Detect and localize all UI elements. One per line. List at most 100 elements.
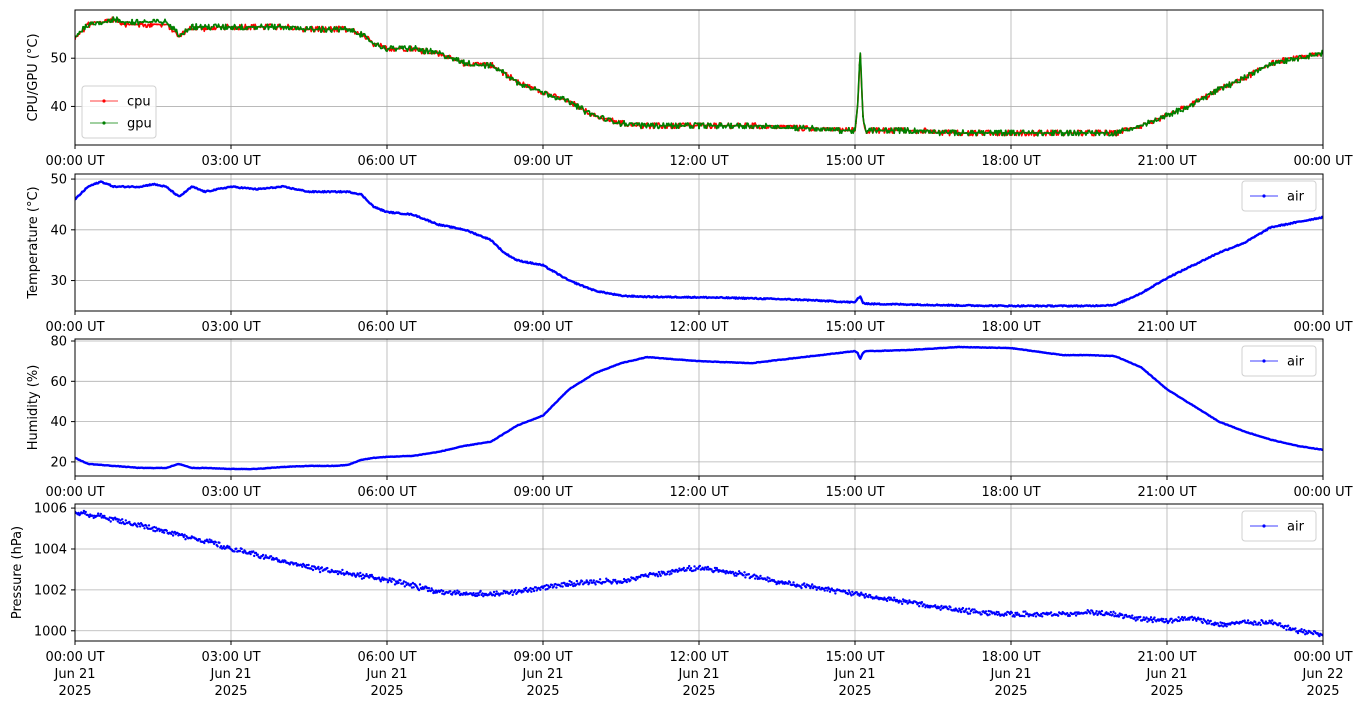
x-tick-year: 2025: [1306, 684, 1339, 699]
data-point: [929, 304, 932, 307]
data-point: [1023, 615, 1026, 618]
data-point: [808, 585, 811, 588]
data-point: [904, 303, 907, 306]
data-point: [790, 298, 793, 301]
data-point: [1140, 124, 1143, 127]
data-point: [402, 213, 404, 216]
x-tick-label: 06:00 UT: [357, 485, 416, 500]
data-point: [1104, 304, 1107, 307]
data-point: [534, 417, 536, 420]
data-point: [1259, 623, 1262, 627]
data-point: [191, 23, 194, 26]
data-point: [387, 47, 390, 50]
data-point: [1162, 617, 1165, 621]
data-point: [1040, 129, 1043, 132]
data-point: [1057, 614, 1060, 617]
data-point: [310, 565, 314, 568]
data-point: [156, 23, 158, 26]
x-tick-label: 21:00 UT: [1137, 650, 1196, 665]
data-point: [120, 23, 123, 26]
data-point: [355, 460, 358, 463]
x-tick-date: Jun 21: [1146, 667, 1188, 682]
data-point: [659, 574, 662, 577]
data-point: [505, 431, 508, 434]
data-point: [1143, 290, 1146, 293]
data-point: [487, 441, 490, 444]
data-point: [751, 122, 754, 125]
data-point: [978, 611, 981, 614]
data-point: [901, 129, 904, 132]
data-point: [253, 554, 256, 558]
data-point: [213, 23, 216, 26]
data-point: [583, 378, 586, 381]
data-point: [1211, 416, 1214, 419]
data-point: [1147, 288, 1150, 291]
data-point: [323, 464, 326, 467]
data-point: [1200, 259, 1203, 262]
data-point: [498, 69, 501, 72]
data-point: [644, 124, 647, 127]
data-point: [141, 185, 144, 188]
data-point: [1165, 278, 1168, 281]
data-point: [742, 574, 745, 577]
data-point: [1213, 623, 1216, 627]
data-point: [1125, 298, 1128, 301]
data-point: [1133, 363, 1135, 366]
data-point: [1257, 233, 1260, 235]
data-point: [441, 224, 444, 227]
data-point: [601, 369, 604, 371]
data-point: [156, 466, 158, 469]
data-point: [608, 366, 611, 369]
legend: air: [1241, 345, 1317, 377]
data-point: [1206, 619, 1210, 622]
data-point: [630, 359, 633, 362]
data-point: [1304, 445, 1307, 448]
data-point: [562, 393, 565, 396]
data-point: [1311, 447, 1314, 450]
data-point: [95, 21, 98, 24]
data-point: [393, 583, 397, 586]
data-point: [537, 416, 540, 419]
data-point: [366, 199, 369, 202]
data-point: [528, 589, 531, 592]
data-point: [1016, 611, 1019, 614]
data-point: [552, 585, 555, 588]
data-point: [1061, 131, 1064, 134]
data-point: [377, 42, 380, 45]
data-point: [576, 382, 579, 385]
data-point: [148, 25, 151, 28]
data-point: [212, 542, 216, 546]
data-point: [311, 568, 315, 572]
data-point: [492, 590, 496, 594]
data-point: [370, 40, 372, 43]
data-point: [1140, 127, 1143, 130]
y-tick-label: 1002: [34, 583, 67, 598]
data-point: [573, 582, 576, 585]
data-point: [352, 462, 355, 464]
data-point: [633, 359, 636, 361]
data-point: [1118, 357, 1121, 360]
data-point: [323, 28, 326, 31]
data-point: [1122, 299, 1125, 302]
data-point: [441, 52, 444, 55]
data-point: [263, 187, 265, 190]
plot-area: [75, 180, 1323, 308]
data-point: [1076, 132, 1078, 135]
data-point: [234, 185, 237, 188]
data-point: [840, 351, 843, 354]
data-point: [441, 592, 444, 595]
data-point: [109, 21, 112, 24]
data-point: [1311, 54, 1314, 57]
data-point: [1300, 628, 1303, 631]
data-point: [1115, 355, 1118, 358]
data-point: [904, 349, 907, 352]
data-point: [434, 451, 437, 454]
data-point: [99, 512, 103, 516]
data-point: [723, 125, 725, 127]
data-point: [688, 568, 692, 572]
data-point: [758, 127, 761, 130]
data-point: [915, 129, 918, 132]
data-point: [579, 581, 582, 584]
data-point: [455, 227, 458, 230]
data-point: [737, 570, 741, 573]
